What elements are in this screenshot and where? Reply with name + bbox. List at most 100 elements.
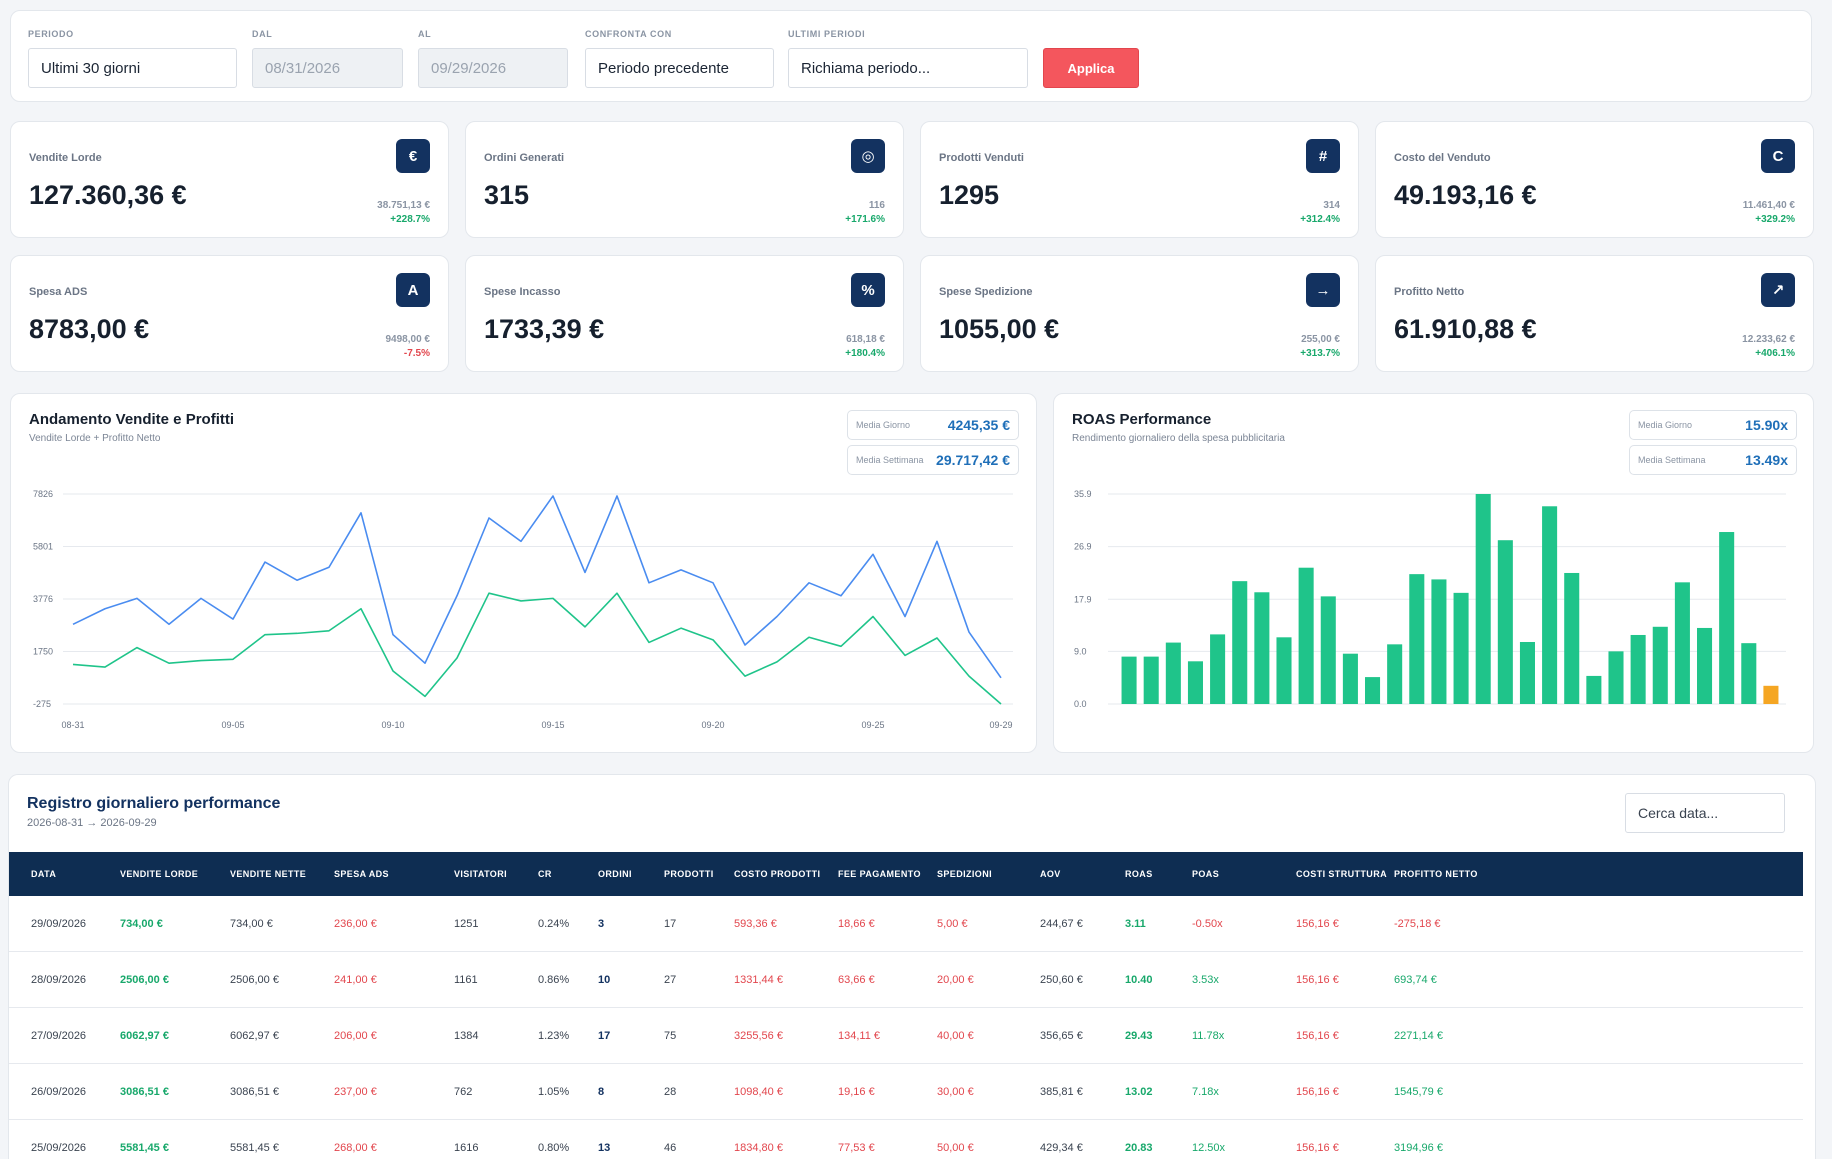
roas-bar[interactable]	[1431, 579, 1447, 704]
column-header[interactable]: AOV	[1040, 869, 1061, 879]
table-row[interactable]: 27/09/2026 6062,97 € 6062,97 € 206,00 € 1384…	[9, 1008, 1803, 1064]
table-row[interactable]: 26/09/2026 3086,51 € 3086,51 € 237,00 € 762 1…	[9, 1064, 1803, 1120]
stat-value: 29.717,42 €	[936, 452, 1010, 468]
column-header[interactable]: POAS	[1192, 869, 1220, 879]
roas-bar[interactable]	[1276, 637, 1292, 704]
roas-bar[interactable]	[1519, 641, 1535, 704]
date-from-input[interactable]: 08/31/2026	[252, 48, 403, 88]
roas-bar[interactable]	[1697, 627, 1713, 704]
search-input[interactable]: Cerca data...	[1625, 793, 1785, 833]
kpi-value: 8783,00 €	[29, 314, 150, 344]
table-cell: 734,00 €	[120, 918, 163, 930]
table-cell: 241,00 €	[334, 974, 377, 986]
x-tick-label: 08-31	[61, 720, 84, 730]
roas-bar[interactable]	[1652, 626, 1668, 704]
column-header[interactable]: COSTO PRODOTTI	[734, 869, 821, 879]
stat-value: 13.49x	[1745, 452, 1788, 468]
table-row[interactable]: 25/09/2026 5581,45 € 5581,45 € 268,00 € 1616…	[9, 1120, 1803, 1159]
x-tick-label: 09-05	[221, 720, 244, 730]
kpi-label: Profitto Netto	[1394, 286, 1465, 298]
roas-bar[interactable]	[1763, 685, 1779, 704]
column-header[interactable]: PROFITTO NETTO	[1394, 869, 1478, 879]
kpi-previous-value: 11.461,40 €	[1742, 200, 1795, 211]
table-cell: 26/09/2026	[31, 1086, 87, 1098]
apply-button[interactable]: Applica	[1043, 48, 1139, 88]
roas-bar[interactable]	[1143, 656, 1159, 704]
roas-bar[interactable]	[1719, 532, 1735, 704]
table-row[interactable]: 29/09/2026 734,00 € 734,00 € 236,00 € 1251 0.…	[9, 896, 1803, 952]
column-header[interactable]: SPESA ADS	[334, 869, 389, 879]
profit-series-line	[72, 592, 1002, 705]
roas-bar[interactable]	[1232, 581, 1248, 704]
kpi-value: 1055,00 €	[939, 314, 1060, 344]
stat-value: 4245,35 €	[947, 417, 1010, 433]
date-to-input[interactable]: 09/29/2026	[418, 48, 568, 88]
roas-bar[interactable]	[1453, 592, 1469, 704]
table-cell: 1545,79 €	[1394, 1086, 1443, 1098]
roas-bar[interactable]	[1497, 540, 1513, 704]
column-header[interactable]: VISITATORI	[454, 869, 508, 879]
al-label: AL	[418, 29, 432, 39]
roas-bar[interactable]	[1365, 677, 1381, 704]
table-cell: 13.02	[1125, 1086, 1153, 1098]
table-cell: 1098,40 €	[734, 1086, 783, 1098]
roas-bar[interactable]	[1475, 494, 1491, 704]
table-cell: 1616	[454, 1142, 479, 1154]
column-header[interactable]: FEE PAGAMENTO	[838, 869, 921, 879]
kpi-label: Vendite Lorde	[29, 152, 102, 164]
roas-bar[interactable]	[1254, 592, 1270, 704]
table-title: Registro giornaliero performance	[27, 795, 281, 812]
roas-bar[interactable]	[1387, 644, 1403, 704]
roas-bar[interactable]	[1630, 634, 1646, 704]
roas-bar[interactable]	[1342, 653, 1358, 704]
column-header[interactable]: VENDITE NETTE	[230, 869, 307, 879]
roas-bar[interactable]	[1210, 634, 1226, 704]
roas-avg-day-stat: Media Giorno 15.90x	[1629, 410, 1797, 440]
table-row[interactable]: 28/09/2026 2506,00 € 2506,00 € 241,00 € 1161…	[9, 952, 1803, 1008]
column-header[interactable]: PRODOTTI	[664, 869, 714, 879]
stat-label: Media Giorno	[856, 420, 911, 430]
table-date-range: 2026-08-31 → 2026-09-29	[27, 817, 157, 829]
percent-icon: %	[851, 273, 885, 307]
table-cell: 156,16 €	[1296, 1030, 1339, 1042]
dal-label: DAL	[252, 29, 273, 39]
table-cell: 63,66 €	[838, 974, 875, 986]
column-header[interactable]: COSTI STRUTTURA	[1296, 869, 1387, 879]
table-cell: 3194,96 €	[1394, 1142, 1443, 1154]
table-cell: 20.83	[1125, 1142, 1153, 1154]
roas-bar[interactable]	[1741, 643, 1757, 704]
kpi-value: 1733,39 €	[484, 314, 605, 344]
table-cell: 156,16 €	[1296, 1086, 1339, 1098]
roas-bar[interactable]	[1542, 506, 1558, 704]
y-tick-label: 35.9	[1074, 489, 1092, 499]
roas-bar[interactable]	[1564, 572, 1580, 704]
table-cell: 244,67 €	[1040, 918, 1083, 930]
roas-bar[interactable]	[1674, 582, 1690, 704]
roas-bar[interactable]	[1320, 596, 1336, 704]
table-cell: 25/09/2026	[31, 1142, 87, 1154]
recall-period-select[interactable]: Richiama periodo...	[788, 48, 1028, 88]
roas-bar[interactable]	[1165, 642, 1181, 704]
x-tick-label: 09-29	[989, 720, 1012, 730]
column-header[interactable]: ROAS	[1125, 869, 1153, 879]
kpi-card: Spese Incasso % 1733,39 € 618,18 € +180.…	[465, 255, 904, 372]
roas-bar[interactable]	[1298, 567, 1314, 704]
kpi-previous-value: 618,18 €	[846, 334, 885, 345]
periodo-select[interactable]: Ultimi 30 giorni	[28, 48, 237, 88]
column-header[interactable]: CR	[538, 869, 552, 879]
roas-bar[interactable]	[1409, 574, 1425, 704]
table-cell: 156,16 €	[1296, 974, 1339, 986]
roas-bar[interactable]	[1608, 651, 1624, 704]
table-cell: 10.40	[1125, 974, 1153, 986]
column-header[interactable]: DATA	[31, 869, 57, 879]
column-header[interactable]: VENDITE LORDE	[120, 869, 199, 879]
column-header[interactable]: SPEDIZIONI	[937, 869, 993, 879]
roas-bar[interactable]	[1187, 661, 1203, 704]
roas-bar[interactable]	[1121, 656, 1137, 704]
column-header[interactable]: ORDINI	[598, 869, 632, 879]
roas-bar[interactable]	[1586, 675, 1602, 704]
table-cell: -275,18 €	[1394, 918, 1441, 930]
y-tick-label: 17.9	[1074, 594, 1092, 604]
table-cell: 5,00 €	[937, 918, 968, 930]
compare-select[interactable]: Periodo precedente	[585, 48, 774, 88]
